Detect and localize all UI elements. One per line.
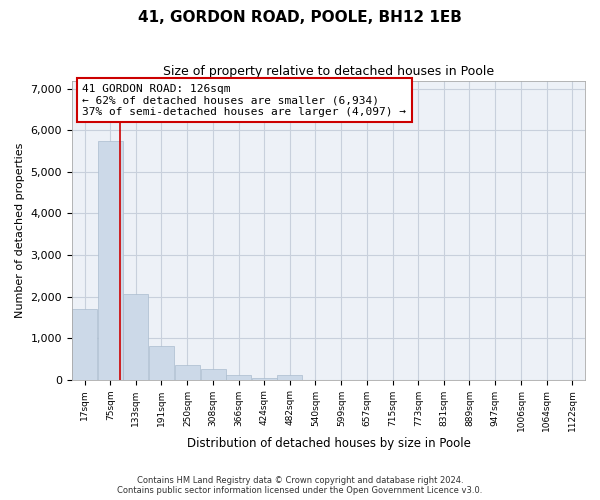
Bar xyxy=(200,369,226,380)
Bar xyxy=(72,309,97,380)
Text: Contains HM Land Registry data © Crown copyright and database right 2024.
Contai: Contains HM Land Registry data © Crown c… xyxy=(118,476,482,495)
Bar xyxy=(175,365,200,380)
Title: Size of property relative to detached houses in Poole: Size of property relative to detached ho… xyxy=(163,65,494,78)
Text: 41 GORDON ROAD: 126sqm
← 62% of detached houses are smaller (6,934)
37% of semi-: 41 GORDON ROAD: 126sqm ← 62% of detached… xyxy=(82,84,406,116)
X-axis label: Distribution of detached houses by size in Poole: Distribution of detached houses by size … xyxy=(187,437,470,450)
Bar xyxy=(251,378,277,380)
Y-axis label: Number of detached properties: Number of detached properties xyxy=(15,142,25,318)
Bar xyxy=(149,346,174,380)
Bar xyxy=(226,375,251,380)
Bar xyxy=(124,294,148,380)
Text: 41, GORDON ROAD, POOLE, BH12 1EB: 41, GORDON ROAD, POOLE, BH12 1EB xyxy=(138,10,462,25)
Bar xyxy=(98,141,123,380)
Bar xyxy=(277,376,302,380)
